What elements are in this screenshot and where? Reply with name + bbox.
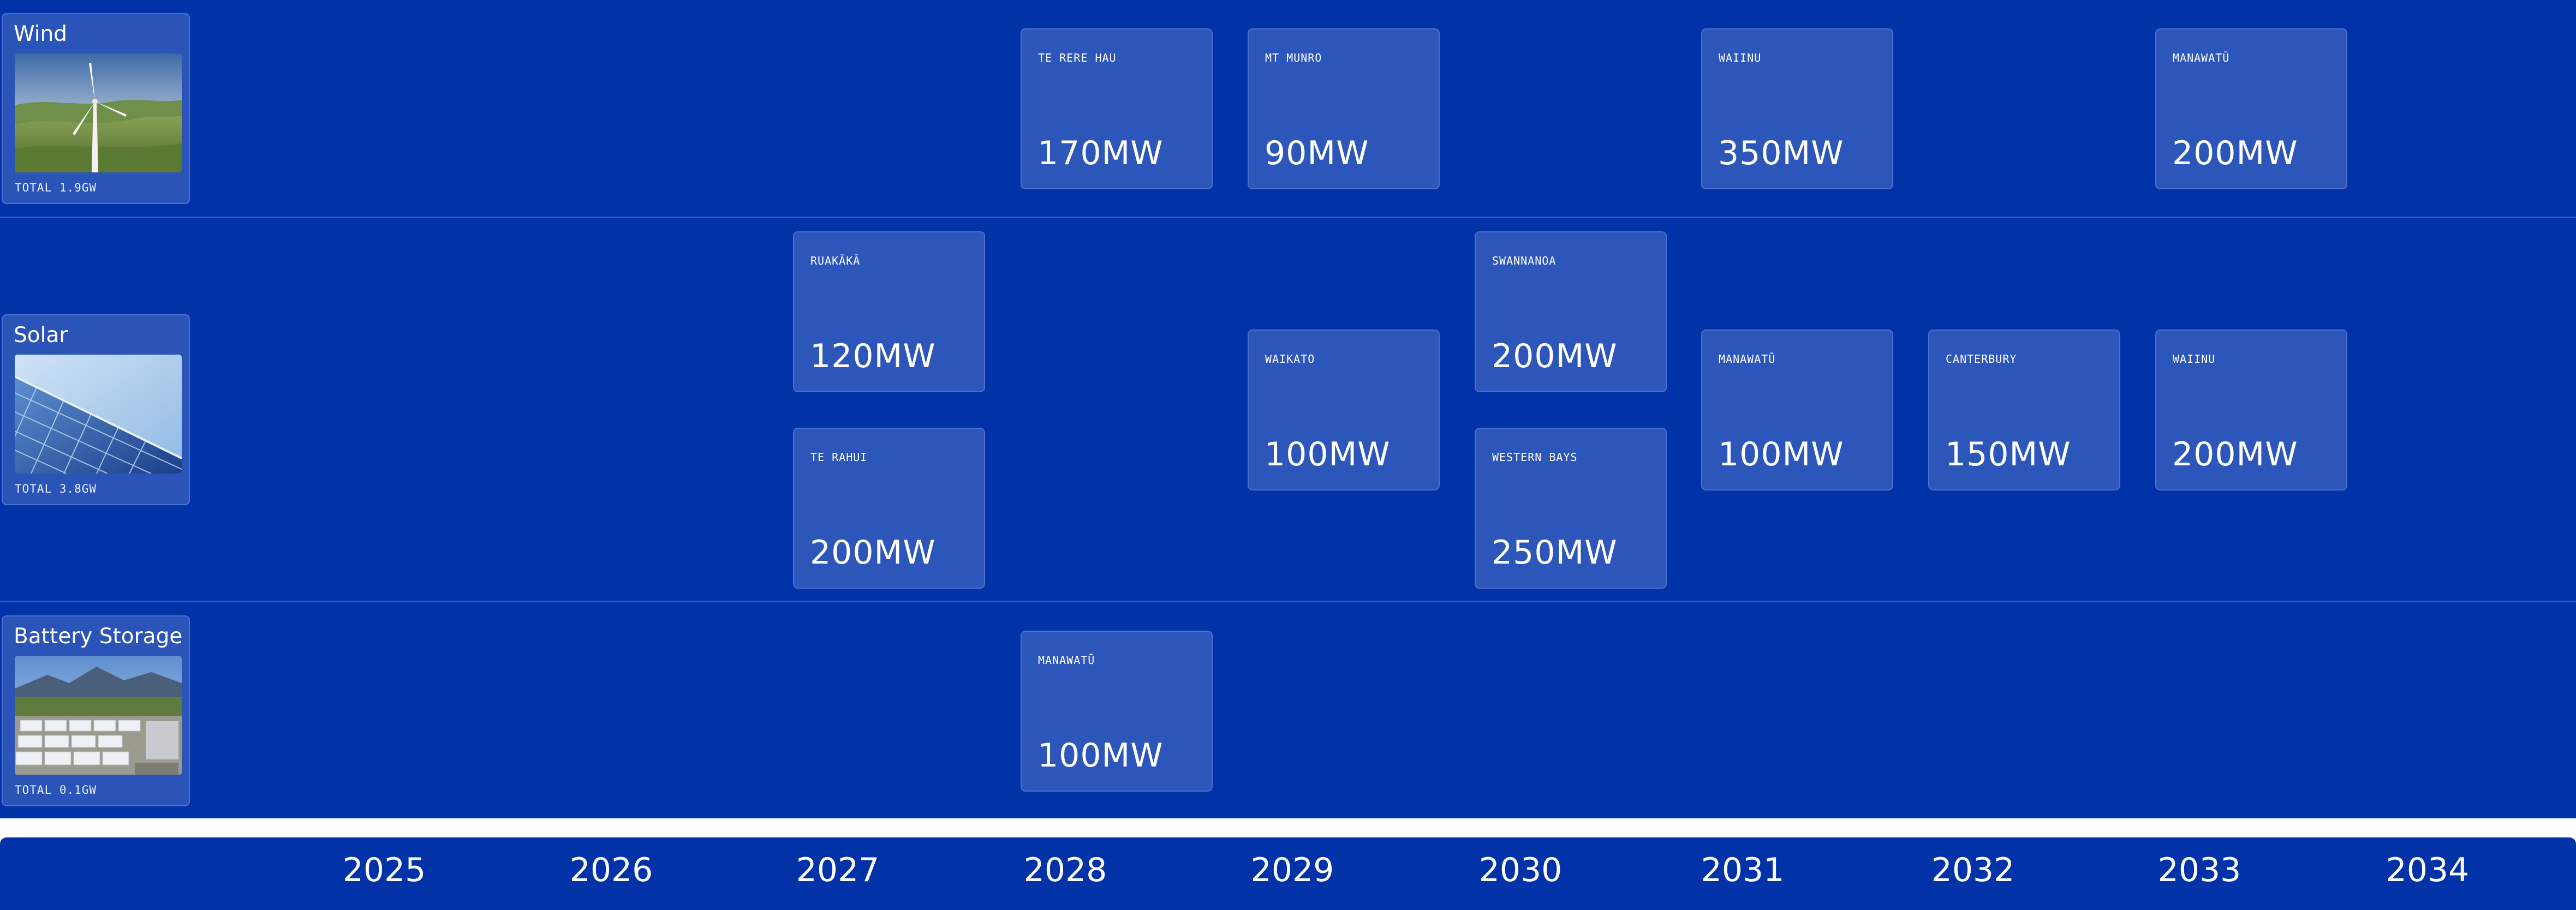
project-capacity: 100MW <box>1037 737 1164 775</box>
year-label: 2029 <box>1250 851 1334 889</box>
project-name: WESTERN BAYS <box>1492 451 1578 464</box>
project-card-solar-swannanoa[interactable]: SWANNANOA 200MW <box>1475 231 1667 392</box>
project-card-solar-waiinu[interactable]: WAIINU 200MW <box>2155 330 2347 490</box>
wind-turbine-photo <box>15 53 182 172</box>
row-divider <box>0 601 2576 602</box>
project-name: MANAWATŪ <box>1038 654 1095 667</box>
project-name: SWANNANOA <box>1492 254 1557 267</box>
project-capacity: 200MW <box>2172 435 2298 474</box>
project-card-battery-manawatu[interactable]: MANAWATŪ 100MW <box>1021 631 1213 792</box>
year-label: 2027 <box>796 851 880 889</box>
project-capacity: 100MW <box>1718 435 1844 474</box>
project-name: MANAWATŪ <box>2173 51 2230 64</box>
project-card-wind-manawatu[interactable]: MANAWATŪ 200MW <box>2155 28 2347 189</box>
project-name: WAIINU <box>2173 352 2216 366</box>
project-capacity: 150MW <box>1945 435 2071 474</box>
project-name: CANTERBURY <box>1946 352 2017 366</box>
project-capacity: 170MW <box>1037 134 1164 172</box>
year-label: 2031 <box>1701 851 1785 889</box>
project-name: MT MUNRO <box>1265 51 1322 64</box>
category-title: Wind <box>14 22 68 46</box>
year-label: 2033 <box>2157 851 2241 889</box>
category-card-battery-storage[interactable]: Battery Storage <box>2 615 190 806</box>
project-card-solar-manawatu[interactable]: MANAWATŪ 100MW <box>1701 330 1893 490</box>
project-capacity: 350MW <box>1718 134 1844 172</box>
year-label: 2034 <box>2386 851 2470 889</box>
project-capacity: 250MW <box>1492 534 1618 572</box>
project-name: RUAKĀKĀ <box>810 254 861 267</box>
project-card-solar-waikato[interactable]: WAIKATO 100MW <box>1248 330 1440 490</box>
category-title: Solar <box>14 323 68 348</box>
project-capacity: 200MW <box>1492 337 1618 375</box>
solar-panel-photo <box>15 355 182 474</box>
project-name: MANAWATŪ <box>1719 352 1776 366</box>
project-card-wind-mt-munro[interactable]: MT MUNRO 90MW <box>1248 28 1440 189</box>
project-capacity: 200MW <box>810 534 936 572</box>
project-capacity: 200MW <box>2172 134 2298 172</box>
project-card-solar-western-bays[interactable]: WESTERN BAYS 250MW <box>1475 428 1667 589</box>
project-card-solar-te-rahui[interactable]: TE RAHUI 200MW <box>793 428 985 589</box>
project-capacity: 100MW <box>1265 435 1391 474</box>
project-name: TE RAHUI <box>810 451 868 464</box>
project-card-solar-ruakaka[interactable]: RUAKĀKĀ 120MW <box>793 231 985 392</box>
project-name: WAIKATO <box>1265 352 1315 366</box>
project-card-solar-canterbury[interactable]: CANTERBURY 150MW <box>1928 330 2120 490</box>
project-name: TE RERE HAU <box>1038 51 1117 64</box>
year-label: 2026 <box>569 851 653 889</box>
project-capacity: 120MW <box>810 337 936 375</box>
timeline-board: Wind TOTAL 1.9GW <box>0 0 2576 818</box>
year-label: 2032 <box>1931 851 2015 889</box>
year-label: 2025 <box>342 851 426 889</box>
project-name: WAIINU <box>1719 51 1762 64</box>
category-total: TOTAL 0.1GW <box>15 783 97 797</box>
project-card-wind-waiinu[interactable]: WAIINU 350MW <box>1701 28 1893 189</box>
year-axis: 2025 2026 2027 2028 2029 2030 2031 2032 … <box>0 837 2576 910</box>
category-card-wind[interactable]: Wind TOTAL 1.9GW <box>2 13 190 204</box>
category-total: TOTAL 1.9GW <box>15 181 97 194</box>
category-title: Battery Storage <box>14 624 183 649</box>
row-divider <box>0 217 2576 218</box>
project-capacity: 90MW <box>1265 134 1369 172</box>
category-total: TOTAL 3.8GW <box>15 482 97 495</box>
project-card-wind-te-rere-hau[interactable]: TE RERE HAU 170MW <box>1021 28 1213 189</box>
battery-storage-photo <box>15 656 182 775</box>
category-card-solar[interactable]: Solar <box>2 314 190 505</box>
year-label: 2028 <box>1023 851 1107 889</box>
year-label: 2030 <box>1478 851 1563 889</box>
